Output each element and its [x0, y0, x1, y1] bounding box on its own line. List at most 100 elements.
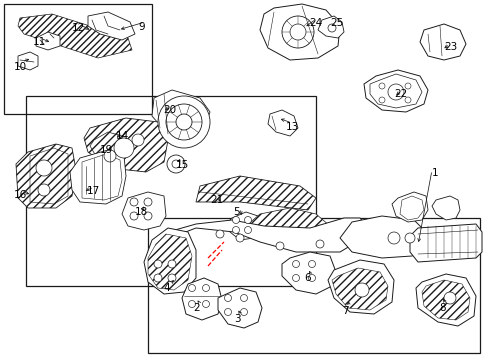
Circle shape: [188, 284, 195, 292]
Polygon shape: [152, 90, 209, 136]
Circle shape: [244, 226, 251, 234]
Circle shape: [236, 234, 244, 242]
Polygon shape: [182, 278, 222, 320]
Circle shape: [143, 198, 152, 206]
Text: 19: 19: [100, 145, 113, 155]
Text: 21: 21: [209, 195, 223, 205]
Circle shape: [168, 274, 176, 282]
Text: 17: 17: [87, 186, 100, 196]
Text: 14: 14: [116, 131, 129, 141]
Circle shape: [130, 212, 138, 220]
Circle shape: [172, 160, 180, 168]
Circle shape: [292, 261, 299, 267]
Polygon shape: [415, 274, 475, 326]
Bar: [26, 96, 315, 286]
Polygon shape: [84, 118, 168, 172]
Polygon shape: [18, 14, 132, 58]
Text: 20: 20: [163, 105, 176, 115]
Polygon shape: [339, 216, 427, 258]
Circle shape: [240, 309, 247, 315]
Polygon shape: [267, 110, 297, 136]
Polygon shape: [391, 192, 427, 222]
Polygon shape: [36, 32, 60, 50]
Bar: [4, 4, 152, 114]
Circle shape: [143, 212, 152, 220]
Polygon shape: [196, 176, 315, 210]
Text: 9: 9: [138, 22, 144, 32]
Circle shape: [387, 232, 399, 244]
Polygon shape: [260, 4, 339, 60]
Circle shape: [404, 233, 414, 243]
Polygon shape: [18, 52, 38, 70]
Circle shape: [158, 96, 209, 148]
Circle shape: [327, 24, 335, 32]
Text: 5: 5: [232, 207, 239, 217]
Circle shape: [308, 274, 315, 282]
Circle shape: [36, 160, 52, 176]
Text: 1: 1: [431, 168, 438, 178]
Circle shape: [244, 216, 251, 224]
Polygon shape: [70, 150, 126, 204]
Circle shape: [104, 150, 116, 162]
Text: 22: 22: [393, 89, 407, 99]
Circle shape: [232, 226, 239, 234]
Polygon shape: [317, 16, 343, 38]
Circle shape: [167, 155, 184, 173]
Polygon shape: [327, 260, 393, 314]
Circle shape: [315, 240, 324, 248]
Text: 7: 7: [341, 306, 348, 316]
Circle shape: [378, 83, 384, 89]
Polygon shape: [143, 228, 196, 294]
Circle shape: [404, 83, 410, 89]
Circle shape: [168, 260, 176, 268]
Text: 24: 24: [308, 18, 322, 28]
Circle shape: [354, 283, 368, 297]
Circle shape: [224, 309, 231, 315]
Text: 18: 18: [135, 207, 148, 217]
Circle shape: [132, 134, 143, 146]
Polygon shape: [168, 218, 367, 252]
Polygon shape: [419, 24, 465, 60]
Polygon shape: [16, 144, 76, 208]
Text: 25: 25: [329, 18, 343, 28]
Polygon shape: [227, 212, 260, 240]
Circle shape: [176, 114, 192, 130]
Text: 2: 2: [193, 303, 199, 313]
Circle shape: [232, 216, 239, 224]
Circle shape: [154, 260, 162, 268]
Polygon shape: [122, 192, 165, 230]
Circle shape: [224, 294, 231, 302]
Text: 11: 11: [33, 37, 46, 47]
Text: 23: 23: [443, 42, 456, 52]
Text: 16: 16: [14, 190, 27, 200]
Polygon shape: [218, 288, 262, 328]
Text: 4: 4: [163, 283, 169, 293]
Circle shape: [275, 242, 284, 250]
Circle shape: [292, 274, 299, 282]
Text: 10: 10: [14, 62, 27, 72]
Circle shape: [114, 138, 134, 158]
Polygon shape: [409, 224, 481, 262]
Circle shape: [154, 274, 162, 282]
Text: 8: 8: [438, 303, 445, 313]
Circle shape: [404, 97, 410, 103]
Circle shape: [165, 104, 202, 140]
Text: 15: 15: [176, 160, 189, 170]
Text: 13: 13: [285, 122, 299, 132]
Text: 12: 12: [72, 23, 85, 33]
Polygon shape: [431, 196, 459, 220]
Circle shape: [130, 198, 138, 206]
Polygon shape: [245, 208, 329, 244]
Polygon shape: [363, 70, 427, 112]
Circle shape: [216, 230, 224, 238]
Circle shape: [378, 97, 384, 103]
Text: 3: 3: [234, 314, 240, 324]
Circle shape: [188, 301, 195, 307]
Circle shape: [202, 301, 209, 307]
Circle shape: [289, 24, 305, 40]
Circle shape: [38, 184, 50, 196]
Polygon shape: [88, 12, 135, 40]
Circle shape: [202, 284, 209, 292]
Circle shape: [308, 261, 315, 267]
Polygon shape: [282, 252, 335, 294]
